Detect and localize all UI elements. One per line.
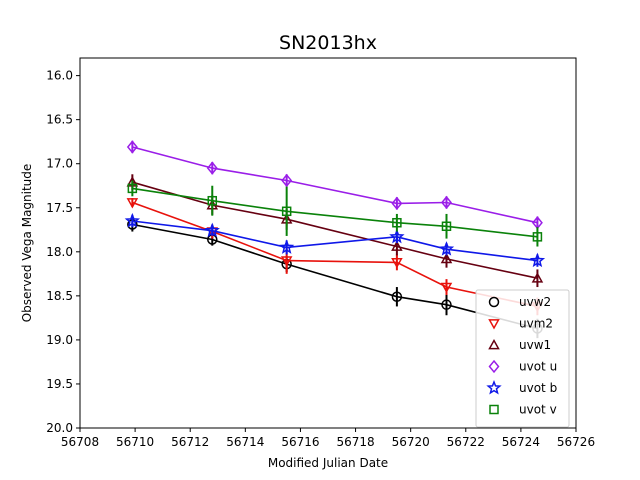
data-point (279, 239, 295, 254)
data-point (441, 221, 452, 232)
data-point (532, 232, 543, 242)
x-tick-label: 56722 (447, 435, 485, 449)
legend-label: uvw1 (519, 338, 551, 352)
data-point (391, 196, 403, 211)
series-line (132, 146, 538, 224)
data-point (207, 195, 218, 206)
y-tick-label: 19.5 (46, 377, 73, 391)
x-tick-label: 56708 (61, 435, 99, 449)
y-tick-label: 18.5 (46, 289, 73, 303)
legend-marker (488, 319, 500, 330)
series-line (132, 223, 538, 330)
legend-marker (488, 338, 500, 350)
legend-marker (489, 404, 499, 415)
data-point (126, 198, 139, 209)
legend-label: uvot v (519, 403, 557, 417)
y-axis: 16.0 16.5 17.0 17.5 18.0 18.5 19.0 19.5 20.0 (46, 69, 80, 435)
series-uvot-b (124, 212, 546, 268)
y-axis-label: Observed Vega Magnitude (20, 164, 34, 323)
x-axis: 56708 56710 56712 56714 56716 56718 56720 56722… (61, 428, 595, 449)
chart-title: SN2013hx (279, 32, 377, 54)
data-point (392, 217, 402, 228)
y-tick-label: 16.0 (46, 69, 73, 83)
data-point (441, 299, 452, 310)
data-point (391, 291, 403, 302)
series-line (132, 220, 538, 262)
data-point (127, 183, 138, 194)
y-tick-label: 17.5 (46, 201, 73, 215)
data-point (531, 272, 544, 283)
y-tick-label: 17.0 (46, 157, 73, 171)
data-point (204, 222, 220, 238)
legend-marker (486, 379, 502, 395)
data-point (441, 195, 452, 210)
data-point (281, 173, 293, 188)
series-layer (124, 140, 546, 339)
data-point (391, 240, 403, 251)
x-tick-label: 56714 (226, 435, 264, 449)
y-tick-label: 18.0 (46, 245, 73, 259)
x-tick-label: 56712 (171, 435, 209, 449)
data-point (440, 252, 453, 264)
legend-marker (488, 359, 500, 374)
x-tick-label: 56718 (336, 435, 374, 449)
legend-label: uvm2 (519, 317, 553, 331)
legend: uvw2 uvm2 uvw1 uvot u uvot b uvot v (475, 289, 570, 428)
x-tick-label: 56710 (116, 435, 154, 449)
series-uvot-u (126, 140, 543, 230)
legend-label: uvw2 (519, 295, 551, 309)
y-tick-label: 16.5 (46, 113, 73, 127)
legend-label: uvot b (519, 381, 557, 395)
y-tick-label: 19.0 (46, 333, 73, 347)
data-point (529, 252, 546, 268)
data-point (438, 241, 455, 256)
x-tick-label: 56726 (557, 435, 595, 449)
data-point (281, 206, 292, 217)
x-tick-label: 56724 (502, 435, 540, 449)
data-point (126, 140, 138, 154)
data-point (280, 256, 293, 267)
data-point (124, 212, 141, 228)
x-tick-label: 56720 (392, 435, 430, 449)
series-line (132, 187, 538, 238)
data-point (391, 258, 403, 269)
series-uvot-v (127, 180, 543, 247)
data-point (440, 282, 453, 294)
series-line (132, 181, 538, 279)
data-point (206, 161, 218, 175)
x-tick-label: 56716 (281, 435, 319, 449)
x-axis-label: Modified Julian Date (268, 456, 388, 470)
series-line (132, 201, 538, 308)
plot-frame (79, 57, 577, 429)
legend-marker (488, 296, 500, 308)
legend-label: uvot u (519, 360, 557, 374)
legend-box (475, 289, 570, 428)
plot-area (79, 57, 577, 429)
data-point (389, 228, 405, 244)
y-tick-label: 20.0 (46, 421, 73, 435)
